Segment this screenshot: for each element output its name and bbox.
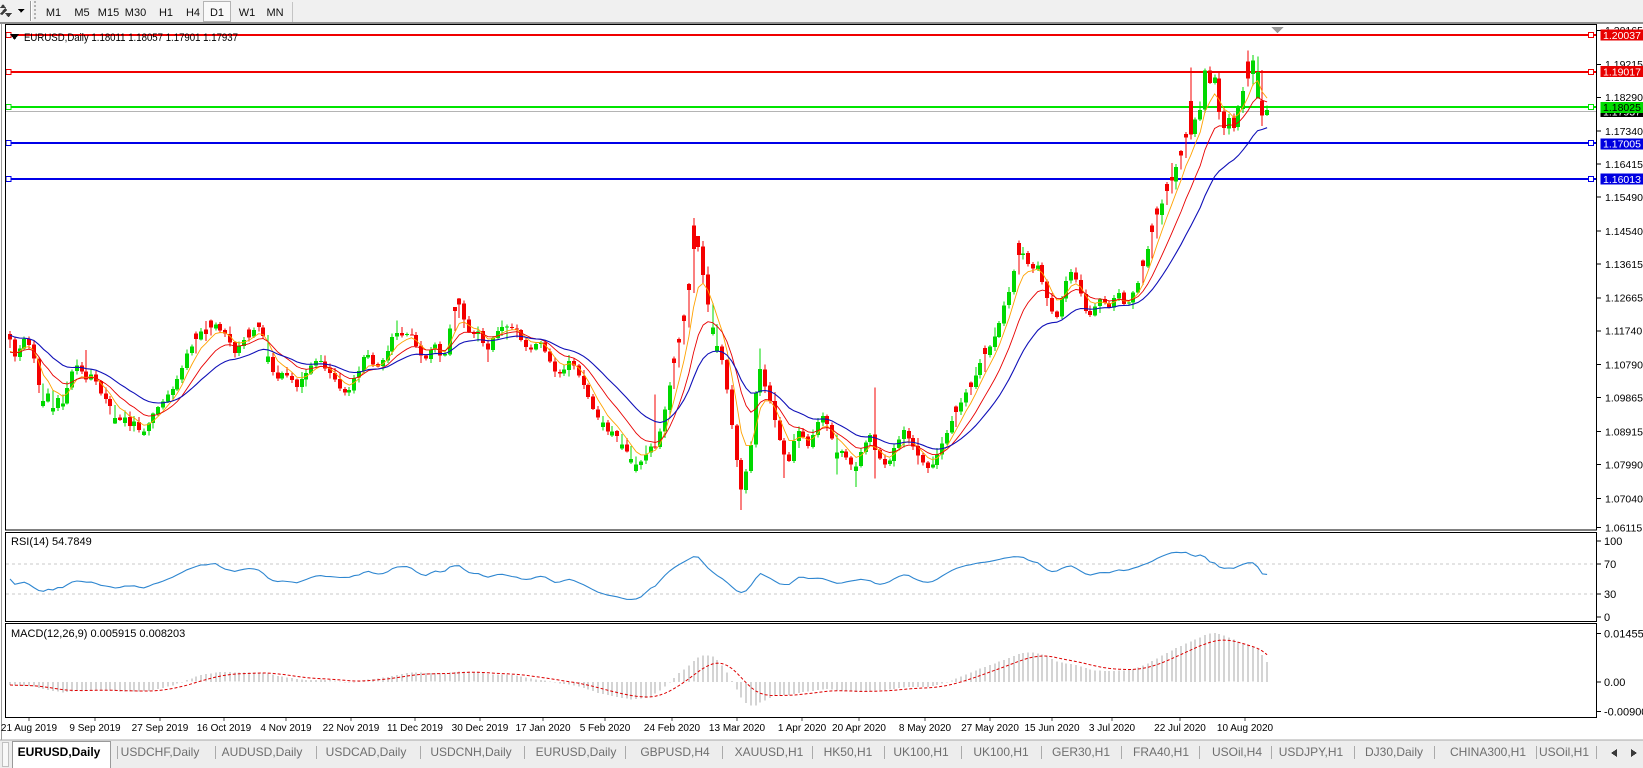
svg-text:USOil,H4: USOil,H4: [1212, 745, 1262, 759]
svg-text:1.18290: 1.18290: [1605, 92, 1643, 104]
svg-text:4 Nov 2019: 4 Nov 2019: [260, 723, 312, 734]
svg-text:M5: M5: [74, 7, 89, 19]
svg-text:1.12665: 1.12665: [1605, 293, 1643, 305]
svg-text:1.08915: 1.08915: [1605, 426, 1643, 438]
svg-text:30: 30: [1604, 589, 1616, 601]
svg-text:5 Feb 2020: 5 Feb 2020: [580, 723, 631, 734]
svg-text:USDCAD,Daily: USDCAD,Daily: [326, 745, 407, 759]
svg-text:11 Dec 2019: 11 Dec 2019: [387, 723, 443, 734]
svg-text:1.07990: 1.07990: [1605, 459, 1643, 471]
svg-text:1.11740: 1.11740: [1605, 326, 1642, 338]
svg-text:0.014556: 0.014556: [1604, 629, 1643, 641]
svg-text:0.00: 0.00: [1604, 677, 1625, 689]
svg-text:10 Aug 2020: 10 Aug 2020: [1217, 723, 1274, 734]
svg-text:GER30,H1: GER30,H1: [1052, 745, 1110, 759]
svg-text:16 Oct 2019: 16 Oct 2019: [197, 723, 252, 734]
svg-text:MACD(12,26,9) 0.005915 0.00820: MACD(12,26,9) 0.005915 0.008203: [11, 628, 185, 640]
svg-text:1.19017: 1.19017: [1603, 66, 1641, 78]
svg-text:FRA40,H1: FRA40,H1: [1133, 745, 1189, 759]
svg-text:0: 0: [1604, 612, 1610, 624]
svg-text:M1: M1: [46, 7, 61, 19]
svg-text:1.17340: 1.17340: [1605, 126, 1643, 138]
svg-text:20 Apr 2020: 20 Apr 2020: [832, 723, 886, 734]
svg-text:1.13615: 1.13615: [1605, 259, 1643, 271]
svg-text:EURUSD,Daily: EURUSD,Daily: [18, 745, 101, 759]
svg-text:UK100,H1: UK100,H1: [893, 745, 949, 759]
svg-text:1.17005: 1.17005: [1603, 139, 1641, 151]
svg-text:D1: D1: [210, 7, 224, 19]
svg-text:1.07040: 1.07040: [1605, 493, 1643, 505]
svg-text:22 Jul 2020: 22 Jul 2020: [1154, 723, 1206, 734]
svg-text:W1: W1: [239, 7, 256, 19]
svg-text:17 Jan 2020: 17 Jan 2020: [515, 723, 570, 734]
svg-text:USDCHF,Daily: USDCHF,Daily: [121, 745, 200, 759]
svg-text:USDJPY,H1: USDJPY,H1: [1279, 745, 1344, 759]
svg-text:1.10790: 1.10790: [1605, 360, 1643, 372]
svg-text:H1: H1: [159, 7, 173, 19]
svg-text:1.16013: 1.16013: [1603, 174, 1641, 186]
svg-text:UK100,H1: UK100,H1: [973, 745, 1029, 759]
svg-text:HK50,H1: HK50,H1: [824, 745, 873, 759]
svg-text:13 Mar 2020: 13 Mar 2020: [709, 723, 766, 734]
svg-text:M15: M15: [98, 7, 119, 19]
svg-text:EURUSD,Daily 1.18011 1.18057 1: EURUSD,Daily 1.18011 1.18057 1.17901 1.1…: [24, 32, 238, 44]
svg-text:3 Jul 2020: 3 Jul 2020: [1089, 723, 1136, 734]
svg-text:-0.009001: -0.009001: [1604, 707, 1643, 719]
svg-text:H4: H4: [186, 7, 200, 19]
svg-text:RSI(14) 54.7849: RSI(14) 54.7849: [11, 536, 92, 548]
svg-text:1.14540: 1.14540: [1605, 226, 1643, 238]
svg-text:GBPUSD,H4: GBPUSD,H4: [640, 745, 710, 759]
svg-text:MN: MN: [266, 7, 283, 19]
svg-text:DJ30,Daily: DJ30,Daily: [1365, 745, 1423, 759]
svg-text:27 May 2020: 27 May 2020: [961, 723, 1019, 734]
svg-text:1.09865: 1.09865: [1605, 393, 1643, 405]
svg-text:70: 70: [1604, 559, 1616, 571]
svg-text:XAUUSD,H1: XAUUSD,H1: [735, 745, 804, 759]
svg-text:1.20037: 1.20037: [1603, 30, 1641, 42]
svg-text:1.06115: 1.06115: [1605, 522, 1642, 534]
svg-text:AUDUSD,Daily: AUDUSD,Daily: [222, 745, 303, 759]
svg-text:1.15490: 1.15490: [1605, 192, 1643, 204]
svg-text:15 Jun 2020: 15 Jun 2020: [1024, 723, 1079, 734]
svg-text:M30: M30: [125, 7, 146, 19]
svg-text:CHINA300,H1: CHINA300,H1: [1450, 745, 1526, 759]
svg-text:9 Sep 2019: 9 Sep 2019: [69, 723, 121, 734]
svg-text:8 May 2020: 8 May 2020: [899, 723, 952, 734]
svg-text:27 Sep 2019: 27 Sep 2019: [132, 723, 189, 734]
svg-text:30 Dec 2019: 30 Dec 2019: [452, 723, 509, 734]
svg-text:22 Nov 2019: 22 Nov 2019: [323, 723, 380, 734]
svg-text:USOil,H1: USOil,H1: [1539, 745, 1589, 759]
svg-text:24 Feb 2020: 24 Feb 2020: [644, 723, 701, 734]
svg-text:USDCNH,Daily: USDCNH,Daily: [430, 745, 511, 759]
svg-text:21 Aug 2019: 21 Aug 2019: [1, 723, 58, 734]
svg-text:100: 100: [1604, 536, 1622, 548]
svg-text:1 Apr 2020: 1 Apr 2020: [778, 723, 827, 734]
svg-text:EURUSD,Daily: EURUSD,Daily: [536, 745, 617, 759]
svg-text:1.18025: 1.18025: [1603, 102, 1641, 114]
svg-text:1.16415: 1.16415: [1605, 159, 1643, 171]
